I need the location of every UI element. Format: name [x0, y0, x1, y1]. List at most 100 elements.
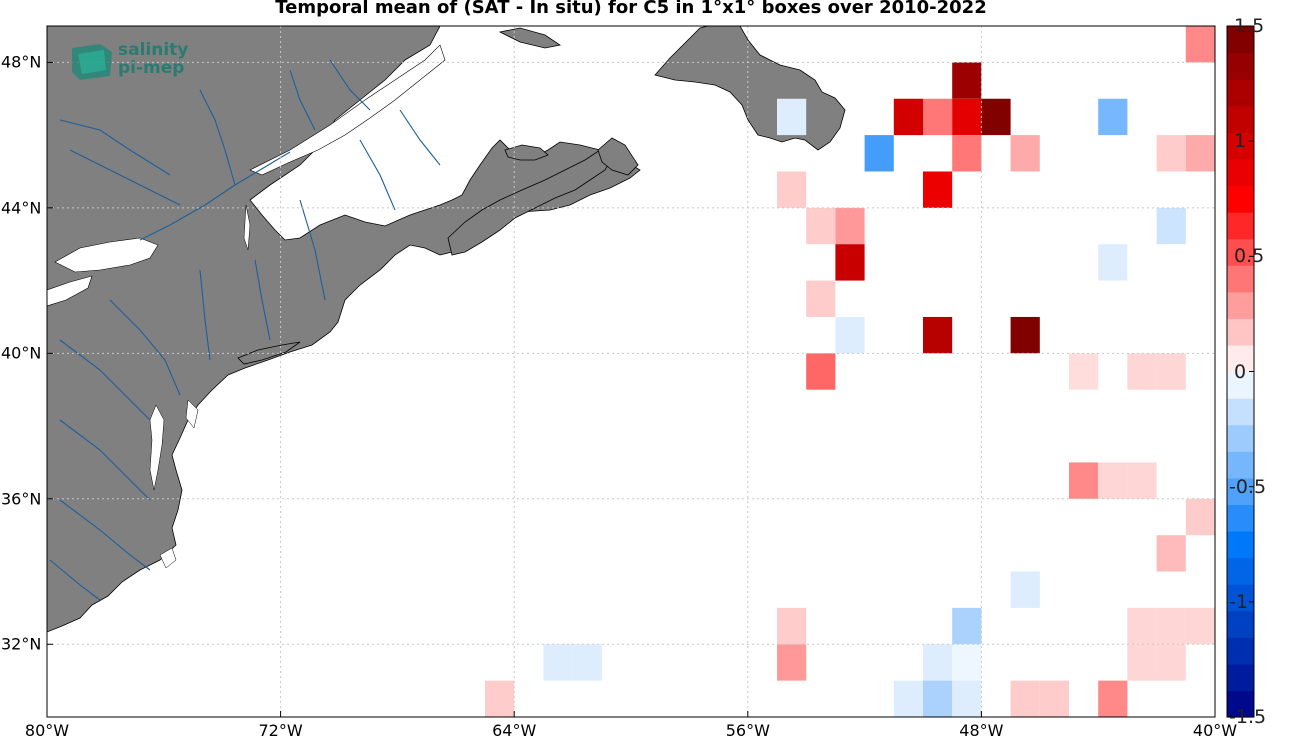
colorbar-segment [1227, 212, 1254, 240]
heatmap-cell [1069, 462, 1099, 499]
heatmap-cell [952, 62, 982, 99]
colorbar-segment [1227, 610, 1254, 638]
river-line [69, 149, 181, 206]
heatmap-cell [1069, 353, 1099, 390]
heatmap-cell [777, 171, 807, 208]
heatmap-cell [952, 98, 982, 136]
heatmap-cell [1010, 571, 1040, 608]
river-line [59, 119, 171, 176]
heatmap-cell [952, 135, 982, 172]
heatmap-cell [952, 680, 982, 717]
colorbar-tick-label: -1.5 [1229, 706, 1267, 728]
colorbar-segment [1227, 424, 1254, 452]
river-line [59, 339, 151, 421]
heatmap-cell [777, 98, 807, 136]
heatmap-cell [806, 207, 836, 245]
heatmap-cell [1039, 680, 1069, 717]
heatmap-cell [835, 207, 865, 245]
colorbar-segment [1227, 52, 1254, 80]
logo-mark-icon [72, 44, 112, 80]
heatmap-cell [923, 680, 953, 717]
chart-title: Temporal mean of (SAT - In situ) for C5 … [275, 0, 987, 18]
heatmap-cell [777, 607, 807, 645]
x-tick-label: 64°W [492, 721, 537, 740]
heatmap-cell [1185, 607, 1215, 645]
heatmap-cell [806, 353, 836, 390]
heatmap-cell [1098, 98, 1128, 136]
colorbar-tick-label: 0.5 [1234, 245, 1265, 268]
anticosti-island [498, 27, 562, 49]
river-line [254, 259, 271, 341]
y-tick-label: 40°N [1, 343, 42, 363]
heatmap-cell [1098, 462, 1128, 499]
river-line [199, 269, 211, 361]
heatmap-cell [777, 644, 807, 681]
colorbar-segment [1227, 26, 1254, 54]
river-line [329, 59, 371, 111]
colorbar-segment [1227, 690, 1254, 718]
colorbar-segment [1227, 530, 1254, 559]
lake-champlain [243, 204, 251, 251]
colorbar-segment [1227, 451, 1254, 479]
heatmap-cell [923, 171, 953, 208]
heatmap-cell [806, 280, 836, 317]
heatmap-cell [1156, 607, 1186, 645]
land-layer [47, 26, 846, 633]
colorbar-segment [1227, 371, 1254, 399]
colorbar-frame [1226, 25, 1255, 718]
heatmap-cell [1185, 135, 1215, 172]
salinity-pi-mep-logo: salinity pi-mep [70, 38, 220, 88]
heatmap-cell [864, 135, 894, 172]
colorbar-segment [1227, 105, 1254, 133]
river-line [399, 109, 441, 166]
colorbar-segment [1227, 344, 1254, 373]
heatmap-cell [1010, 135, 1040, 172]
heatmap-cell [835, 244, 865, 281]
colorbar-segment [1227, 291, 1254, 319]
heatmap-cell [1185, 498, 1215, 536]
cape-breton-island [597, 137, 639, 176]
newfoundland-landmass [654, 26, 846, 151]
colorbar-segment [1227, 132, 1254, 160]
x-tick-label: 72°W [258, 721, 303, 740]
lake-ontario [54, 237, 159, 273]
x-tick-label: 80°W [24, 721, 70, 740]
heatmap-cell [1156, 207, 1186, 245]
heatmap-cell [1156, 535, 1186, 572]
heatmap-cell [952, 607, 982, 645]
st-lawrence-river [139, 151, 291, 241]
heatmap-cell [1127, 644, 1157, 681]
heatmap-cell [1010, 316, 1040, 354]
heatmap-cell [835, 316, 865, 354]
y-tick-label: 32°N [1, 634, 42, 654]
heatmap-cell [543, 644, 573, 681]
chesapeake-bay [149, 404, 165, 491]
heatmap-cell [893, 98, 923, 136]
pamlico-sound [159, 547, 177, 569]
heatmap-cell [572, 644, 602, 681]
colorbar-segment [1227, 557, 1254, 585]
heatmap-cell [923, 644, 953, 681]
river-line [359, 139, 396, 211]
heatmap-cell [1127, 607, 1157, 645]
colorbar-segment [1227, 477, 1254, 505]
lake-erie [47, 275, 93, 307]
heatmap-cell [1010, 680, 1040, 717]
y-tick-label: 44°N [1, 198, 42, 218]
colorbar [1227, 25, 1254, 718]
heatmap-cell [485, 680, 515, 717]
colorbar-tick-label: 0 [1234, 360, 1247, 383]
colorbar-tick-label: -1 [1229, 590, 1248, 613]
st-lawrence-estuary [249, 44, 446, 176]
colorbar-tick-label: 1 [1234, 130, 1247, 153]
river-line [49, 559, 101, 601]
river-line [289, 69, 316, 131]
heatmap-cell [1156, 353, 1186, 390]
colorbar-segment [1227, 158, 1254, 187]
heatmap-cell [923, 98, 953, 136]
heatmap-cell [893, 680, 923, 717]
x-tick-label: 40°W [1192, 721, 1238, 740]
logo-text-line2: pi-mep [118, 58, 185, 78]
heatmap-cell [1156, 644, 1186, 681]
river-line [59, 499, 151, 571]
